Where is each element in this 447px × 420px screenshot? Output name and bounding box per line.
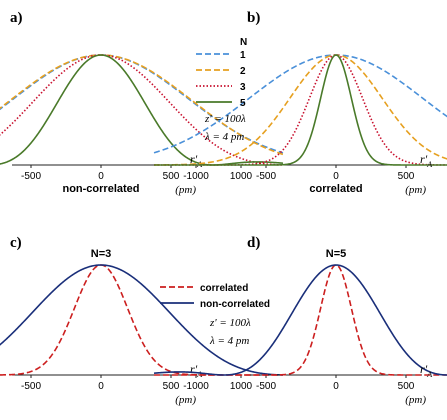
param-lambda: λ = 4 pm xyxy=(204,131,244,143)
x-tick-label: -500 xyxy=(21,381,41,392)
panel-b: b) -1000 -500 0 500 1000 r'A (pm) correlated xyxy=(153,10,447,196)
series-line-correlated xyxy=(154,264,447,376)
x-tick-label: 1000 xyxy=(230,381,253,392)
x-tick-label: 0 xyxy=(98,171,104,182)
panel-letter: b) xyxy=(247,10,260,26)
legend-n: N 1 2 3 5 z' = 100λ λ = 4 pm xyxy=(196,37,247,143)
series-line-5 xyxy=(154,54,447,166)
unit-label: (pm) xyxy=(175,394,196,406)
series-line-non-correlated xyxy=(153,264,447,376)
x-tick-label: 0 xyxy=(333,171,339,182)
legend-entry: 1 xyxy=(240,50,246,61)
legend-entry: 5 xyxy=(240,98,246,109)
legend-entry: non-correlated xyxy=(200,299,270,310)
x-tick-label: 500 xyxy=(398,171,415,182)
series-line-2 xyxy=(154,54,447,166)
x-axis-label: correlated xyxy=(309,183,362,195)
x-tick-label: -500 xyxy=(256,381,276,392)
x-tick-label: 0 xyxy=(333,381,339,392)
x-tick-label: 1000 xyxy=(230,171,253,182)
x-tick-label: -500 xyxy=(256,171,276,182)
panel-title: N=5 xyxy=(326,248,347,260)
param-z: z' = 100λ xyxy=(209,317,251,329)
param-z: z' = 100λ xyxy=(204,113,246,125)
unit-label: (pm) xyxy=(175,184,196,196)
legend-corr: correlated non-correlated z' = 100λ λ = 4 p… xyxy=(160,283,270,347)
axis-symbol: r'A xyxy=(420,152,432,169)
param-lambda: λ = 4 pm xyxy=(209,335,249,347)
legend-entry: 3 xyxy=(240,82,246,93)
x-tick-label: 0 xyxy=(98,381,104,392)
axis-symbol-subscript: A xyxy=(426,370,432,379)
unit-label: (pm) xyxy=(405,394,426,406)
unit-label: (pm) xyxy=(405,184,426,196)
panel-title: N=3 xyxy=(91,248,112,260)
x-tick-label: -500 xyxy=(21,171,41,182)
legend-entry: correlated xyxy=(200,283,248,294)
panel-d: d) -1000 -500 0 500 1000 r'A (pm) N=5 xyxy=(153,235,447,406)
x-axis-label: non-correlated xyxy=(62,183,139,195)
x-tick-label: 500 xyxy=(163,171,180,182)
x-tick-label: 500 xyxy=(163,381,180,392)
axis-symbol: r'A xyxy=(420,362,432,379)
legend-title: N xyxy=(240,37,247,48)
panel-letter: d) xyxy=(247,235,260,251)
series-line-3 xyxy=(154,54,447,166)
x-tick-label: -1000 xyxy=(183,381,209,392)
panel-letter: a) xyxy=(10,10,23,26)
panel-letter: c) xyxy=(10,235,22,251)
legend-entry: 2 xyxy=(240,66,246,77)
x-tick-label: 500 xyxy=(398,381,415,392)
axis-symbol-subscript: A xyxy=(426,160,432,169)
series-line-non-correlated xyxy=(0,264,284,376)
x-tick-label: -1000 xyxy=(183,171,209,182)
